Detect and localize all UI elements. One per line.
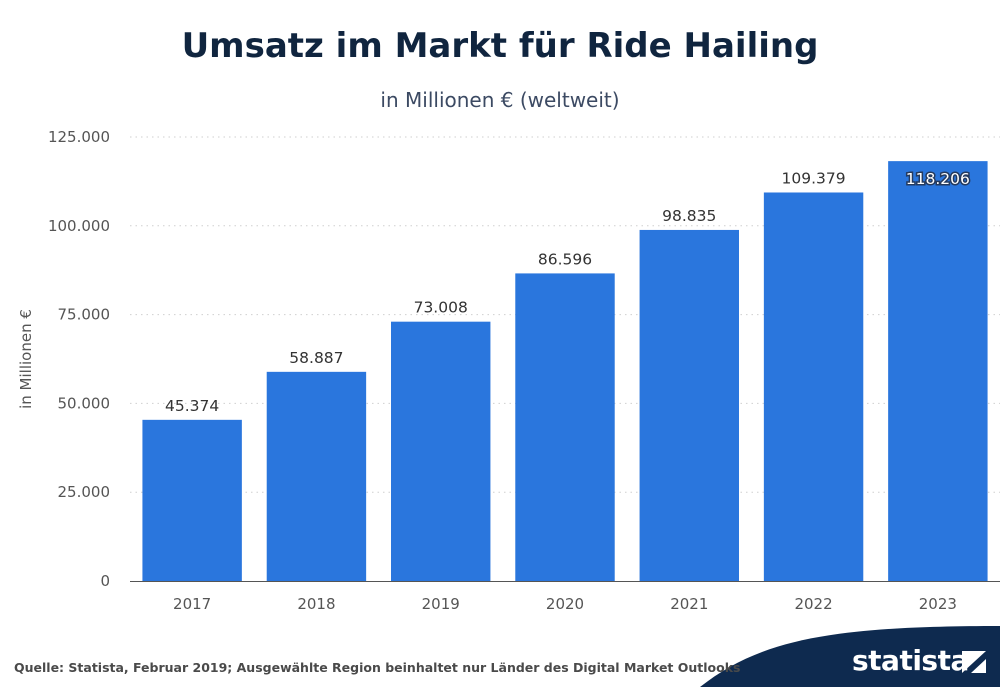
source-note: Quelle: Statista, Februar 2019; Ausgewäh…: [14, 660, 741, 675]
x-tick-label: 2019: [422, 595, 460, 613]
bars: [142, 161, 988, 582]
chart-subtitle: in Millionen € (weltweit): [380, 88, 620, 112]
bar-2022[interactable]: [763, 192, 864, 582]
value-label-2021: 98.835: [662, 207, 716, 225]
statista-logo[interactable]: statista: [852, 644, 969, 677]
bar-2017[interactable]: [142, 419, 242, 581]
bar-2020[interactable]: [515, 273, 615, 581]
x-tick-label: 2017: [173, 595, 211, 613]
value-label-2017: 45.374: [165, 397, 219, 415]
x-tick-label: 2022: [794, 595, 832, 613]
y-tick-label: 25.000: [58, 483, 111, 501]
y-tick-label: 75.000: [58, 306, 111, 324]
value-label-2019: 73.008: [414, 299, 468, 317]
bar-2018[interactable]: [266, 371, 367, 581]
bar-2019[interactable]: [391, 321, 491, 581]
x-tick-label: 2023: [919, 595, 957, 613]
y-tick-label: 50.000: [58, 394, 111, 412]
value-label-2022: 109.379: [782, 169, 846, 187]
x-tick-label: 2020: [546, 595, 584, 613]
statista-logo-icon: [962, 651, 986, 673]
axes: 0 25.000 50.000 75.000 100.000 125.000 2017 201…: [48, 128, 1000, 613]
bar-2021[interactable]: [639, 229, 739, 581]
x-tick-label: 2021: [670, 595, 708, 613]
y-tick-label: 0: [100, 572, 110, 590]
value-label-2018: 58.887: [289, 349, 343, 367]
y-axis-title: in Millionen €: [17, 309, 35, 409]
chart-title: Umsatz im Markt für Ride Hailing: [181, 26, 819, 66]
value-labels: 45.374 58.887 73.008 86.596 98.835 109.379 118…: [165, 169, 971, 415]
value-label-2020: 86.596: [538, 250, 592, 268]
y-tick-label: 100.000: [48, 217, 110, 235]
bar-2023[interactable]: [888, 161, 988, 581]
value-label-2023: 118.206: [906, 170, 970, 188]
y-tick-label: 125.000: [48, 128, 110, 146]
x-tick-label: 2018: [297, 595, 335, 613]
